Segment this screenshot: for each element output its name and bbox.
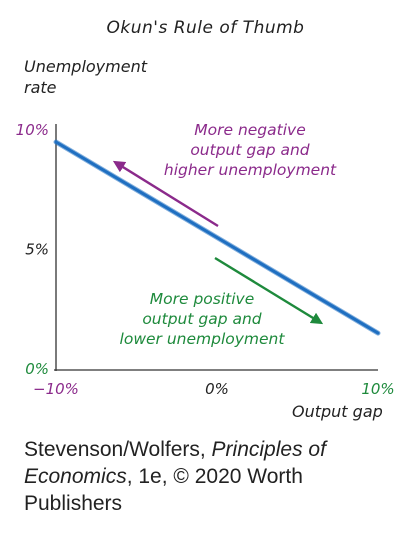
annotation-negative-gap: More negative output gap and higher unem… xyxy=(163,121,337,179)
y-tick-label: 0% xyxy=(25,360,49,378)
source-credit: Stevenson/Wolfers, Principles of Economi… xyxy=(24,436,404,517)
arrow-negative-gap xyxy=(112,160,219,228)
x-tick-label: −10% xyxy=(33,380,79,398)
okun-line xyxy=(54,140,380,335)
y-tick-label: 5% xyxy=(25,241,49,259)
chart-title: Okun's Rule of Thumb xyxy=(106,18,305,38)
x-tick-label: 10% xyxy=(361,380,394,398)
source-book: Principles of Economics xyxy=(24,438,326,488)
y-tick-label: 10% xyxy=(16,121,49,139)
annotation-positive-gap: More positive output gap and lower unemp… xyxy=(119,290,285,348)
source-prefix: Stevenson/Wolfers, xyxy=(24,438,212,461)
arrow-positive-gap xyxy=(214,256,324,325)
x-tick-label: 0% xyxy=(205,380,229,398)
y-axis-label: Unemployment rate xyxy=(24,57,147,97)
source-suffix: , 1e, © 2020 Worth Publishers xyxy=(24,465,303,515)
x-axis-label: Output gap xyxy=(292,402,383,421)
